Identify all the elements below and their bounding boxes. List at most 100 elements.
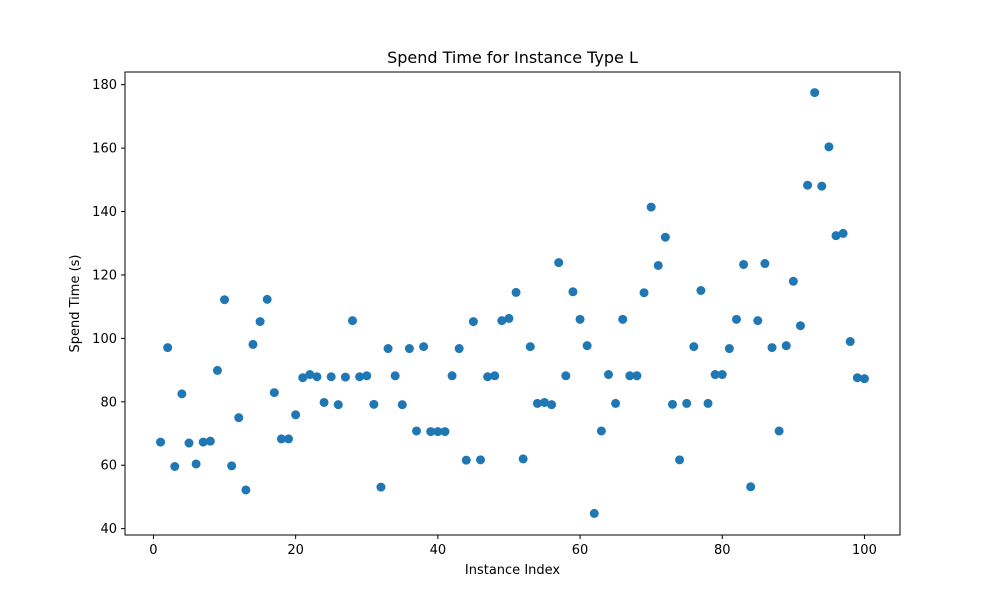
data-point (476, 455, 486, 465)
data-point (852, 373, 862, 383)
x-tick-label: 60 (572, 543, 589, 558)
data-point (596, 426, 606, 436)
data-point (390, 371, 400, 381)
data-point (184, 438, 194, 448)
data-point (248, 339, 258, 349)
data-point (440, 427, 450, 437)
y-tick-label: 100 (92, 332, 117, 347)
data-point (696, 285, 706, 295)
y-tick-label: 180 (92, 78, 117, 93)
data-point (355, 372, 365, 382)
data-point (340, 372, 350, 382)
data-point (419, 342, 429, 352)
data-point (291, 410, 301, 420)
data-point (276, 434, 286, 444)
data-point (212, 365, 222, 375)
data-point (817, 181, 827, 191)
data-point (810, 88, 820, 98)
data-point (490, 371, 500, 381)
data-point (383, 344, 393, 354)
data-point (369, 399, 379, 409)
data-point (284, 434, 294, 444)
y-tick-label: 120 (92, 268, 117, 283)
data-point (220, 295, 230, 305)
data-point (426, 427, 436, 437)
data-point (753, 316, 763, 326)
data-point (682, 398, 692, 408)
data-point (205, 436, 215, 446)
y-tick-label: 40 (100, 522, 117, 537)
data-point (298, 373, 308, 383)
data-point (483, 372, 493, 382)
data-point (362, 371, 372, 381)
data-point (667, 399, 677, 409)
x-axis-label: Instance Index (465, 563, 561, 578)
y-tick-label: 140 (92, 205, 117, 220)
chart-title: Spend Time for Instance Type L (387, 48, 638, 67)
data-point (589, 508, 599, 518)
data-point (675, 455, 685, 465)
data-point (582, 341, 592, 351)
data-point (177, 389, 187, 399)
data-point (234, 413, 244, 423)
data-point (703, 398, 713, 408)
data-point (412, 426, 422, 436)
scatter-points (156, 88, 869, 518)
data-point (795, 321, 805, 331)
data-point (348, 316, 358, 326)
data-point (653, 260, 663, 270)
data-point (376, 482, 386, 492)
data-point (632, 371, 642, 381)
data-point (447, 371, 457, 381)
data-point (454, 344, 464, 354)
data-point (561, 371, 571, 381)
y-tick-label: 160 (92, 142, 117, 157)
data-point (241, 485, 251, 495)
data-point (603, 370, 613, 380)
y-axis-label: Spend Time (s) (68, 255, 83, 353)
data-point (326, 372, 336, 382)
data-point (397, 400, 407, 410)
data-point (717, 370, 727, 380)
data-point (746, 482, 756, 492)
data-point (518, 454, 528, 464)
x-tick-label: 0 (149, 543, 157, 558)
data-point (191, 459, 201, 469)
plot-frame (124, 71, 901, 536)
data-point (156, 437, 166, 447)
data-point (504, 313, 514, 323)
data-point (262, 294, 272, 304)
data-point (163, 343, 173, 353)
data-point (618, 314, 628, 324)
data-point (660, 232, 670, 242)
data-point (333, 400, 343, 410)
data-point (404, 344, 414, 354)
data-point (639, 288, 649, 298)
x-tick-label: 80 (714, 543, 731, 558)
data-point (803, 180, 813, 190)
data-point (319, 397, 329, 407)
data-point (611, 398, 621, 408)
data-point (227, 461, 237, 471)
data-point (731, 314, 741, 324)
data-point (468, 317, 478, 327)
data-point (554, 258, 564, 268)
data-point (255, 317, 265, 327)
data-point (710, 370, 720, 380)
x-axis: 0 20 40 60 80 100 (149, 535, 877, 558)
data-point (689, 342, 699, 352)
data-point (781, 341, 791, 351)
data-point (305, 370, 315, 380)
y-tick-label: 80 (100, 395, 117, 410)
data-point (312, 372, 322, 382)
data-point (198, 437, 208, 447)
data-point (739, 259, 749, 269)
y-axis: 40 60 80 100 120 140 160 180 (92, 78, 125, 537)
data-point (539, 397, 549, 407)
data-point (724, 344, 734, 354)
data-point (433, 427, 443, 437)
data-point (845, 337, 855, 347)
data-point (760, 259, 770, 269)
